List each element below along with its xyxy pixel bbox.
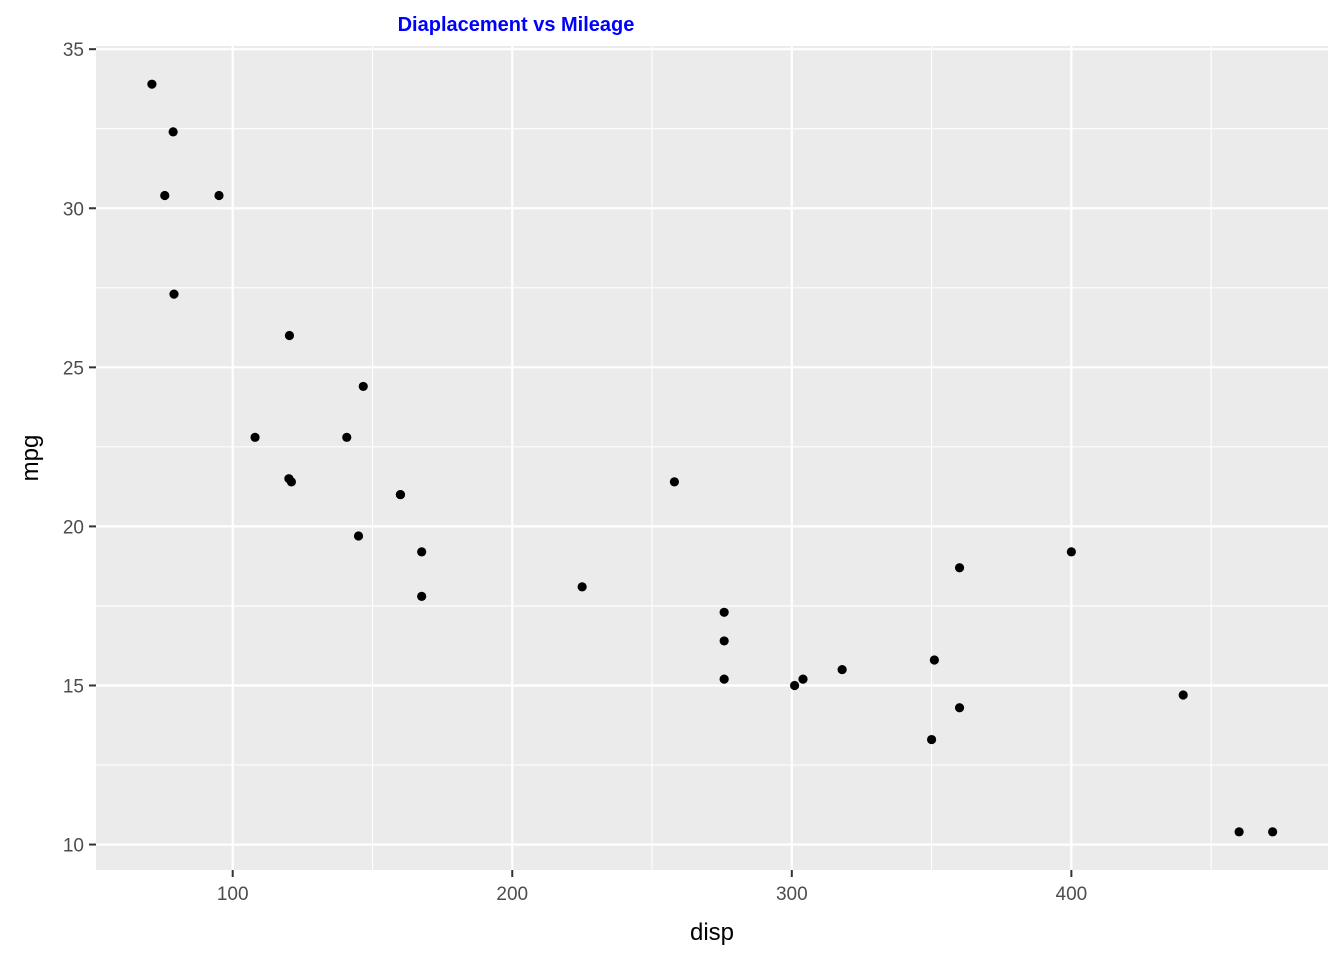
data-point [147, 79, 157, 89]
y-tick-label: 15 [63, 676, 84, 697]
data-point [168, 127, 178, 137]
data-point [790, 680, 800, 691]
minor-gridlines [96, 46, 1328, 870]
y-tick-label: 25 [63, 358, 84, 379]
data-point [358, 381, 368, 392]
data-points [147, 79, 1278, 837]
data-point [719, 607, 729, 617]
data-point [214, 190, 224, 201]
data-point [929, 655, 939, 665]
data-point [342, 432, 352, 442]
x-tick-label: 300 [776, 884, 808, 905]
data-point [160, 190, 170, 201]
data-point [954, 703, 965, 713]
data-point [250, 432, 260, 442]
data-point [353, 531, 364, 541]
data-point [286, 477, 297, 487]
major-gridlines [96, 46, 1328, 870]
y-tick-label: 10 [63, 836, 84, 857]
data-point [669, 477, 679, 487]
y-tick-label: 30 [63, 199, 84, 220]
x-tick-label: 200 [496, 884, 528, 905]
data-point [719, 636, 729, 646]
data-point [719, 674, 729, 684]
data-point [954, 563, 965, 573]
data-point [169, 289, 179, 299]
data-point [417, 547, 427, 557]
data-point [417, 591, 427, 601]
x-axis: 100 200 300 400 [217, 870, 1087, 905]
x-axis-title: disp [690, 919, 734, 946]
y-tick-label: 35 [63, 40, 84, 61]
y-tick-label: 20 [63, 517, 84, 538]
data-point [1268, 827, 1278, 837]
data-point [798, 674, 808, 684]
data-point [1234, 827, 1244, 837]
x-tick-label: 400 [1056, 884, 1088, 905]
data-point [926, 734, 937, 745]
y-axis-title: mpg [17, 435, 44, 482]
data-point [395, 489, 406, 500]
data-point [1178, 690, 1188, 700]
x-tick-label: 100 [217, 884, 249, 905]
data-point [1066, 547, 1076, 557]
y-axis: 10 15 20 25 30 35 [63, 40, 96, 857]
plot-panel [96, 46, 1328, 870]
chart-title: Diaplacement vs Mileage [398, 14, 635, 36]
data-point [837, 664, 847, 675]
data-point [284, 330, 295, 341]
data-point [577, 582, 587, 592]
